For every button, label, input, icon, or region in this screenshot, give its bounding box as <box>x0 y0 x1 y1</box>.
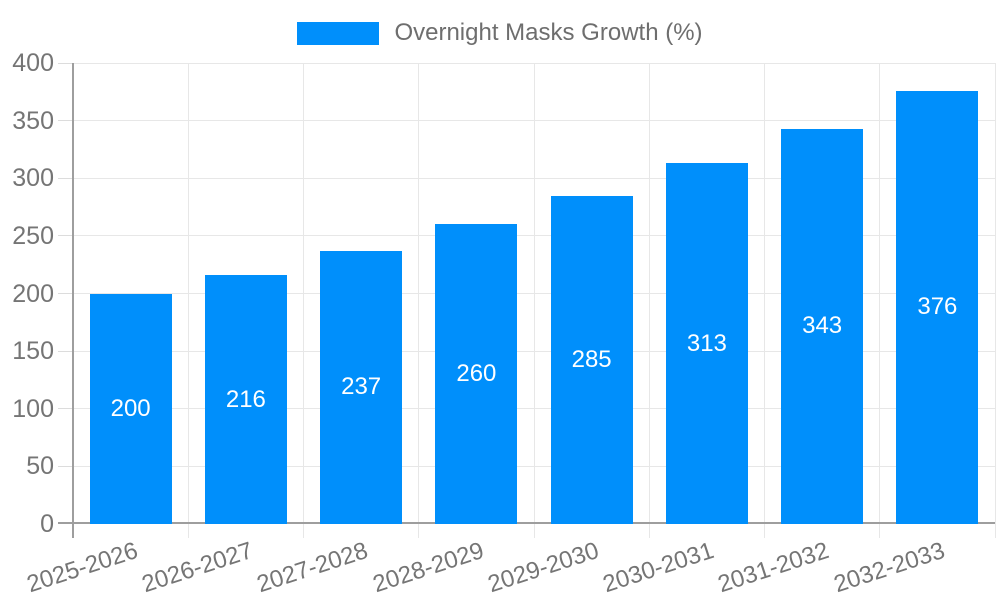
bar-2030-2031: 313 <box>665 163 748 524</box>
y-axis-tick-mark <box>58 62 73 64</box>
gridline-vertical <box>648 63 650 538</box>
x-axis-tick-label: 2032-2033 <box>830 537 948 599</box>
x-axis-tick-label: 2025-2026 <box>23 537 141 599</box>
bar-value-label: 285 <box>571 345 612 373</box>
y-axis-tick-label: 400 <box>12 49 54 77</box>
y-axis-tick-mark <box>58 408 73 410</box>
bar-2025-2026: 200 <box>89 293 172 524</box>
y-axis-tick-label: 100 <box>12 394 54 423</box>
y-axis-tick-label: 250 <box>12 221 54 250</box>
gridline-vertical <box>994 63 996 538</box>
y-axis-tick-label: 150 <box>12 337 54 366</box>
x-axis-tick-label: 2030-2031 <box>599 537 718 599</box>
y-axis-tick-mark <box>58 465 73 467</box>
legend-swatch-icon <box>297 21 380 45</box>
bar-value-label: 200 <box>110 394 151 422</box>
x-axis-tick-label: 2031-2032 <box>714 537 833 599</box>
y-axis-tick-mark <box>58 350 73 352</box>
chart-legend: Overnight Masks Growth (%) <box>0 19 1000 47</box>
y-axis-line <box>72 63 74 538</box>
x-axis-tick-label: 2026-2027 <box>138 537 257 599</box>
x-axis-tick-label: 2029-2030 <box>484 537 602 599</box>
gridline-vertical <box>187 63 189 538</box>
y-axis-tick-label: 0 <box>40 510 54 538</box>
bar-2028-2029: 260 <box>435 224 518 524</box>
x-axis-line <box>58 522 995 524</box>
bar-2032-2033: 376 <box>896 90 979 524</box>
gridline-vertical <box>764 63 765 538</box>
bar-2027-2028: 237 <box>320 250 403 524</box>
gridline-vertical <box>303 63 304 538</box>
y-axis-tick-label: 300 <box>12 164 54 193</box>
y-axis-tick-label: 50 <box>26 452 54 481</box>
y-axis-tick-mark <box>58 120 73 122</box>
gridline-vertical <box>879 63 881 538</box>
y-axis-tick-mark <box>58 293 73 294</box>
plot-area: 200 216 237 260 285 313 343 376 <box>58 62 996 538</box>
legend-label: Overnight Masks Growth (%) <box>394 19 703 46</box>
y-axis-tick-mark <box>58 235 73 237</box>
bar-value-label: 216 <box>225 385 266 413</box>
bar-2026-2027: 216 <box>204 275 287 524</box>
bar-value-label: 237 <box>341 373 382 401</box>
bar-value-label: 260 <box>456 360 497 388</box>
y-axis-tick-mark <box>58 177 73 179</box>
x-axis-tick-label: 2027-2028 <box>253 537 372 599</box>
legend-item[interactable]: Overnight Masks Growth (%) <box>297 19 703 47</box>
gridline-vertical <box>533 63 535 538</box>
y-axis-tick-label: 350 <box>12 106 54 135</box>
gridline-vertical <box>418 63 420 538</box>
y-axis-tick-label: 200 <box>12 279 54 308</box>
bar-2029-2030: 285 <box>550 195 633 524</box>
x-axis-tick-label: 2028-2029 <box>369 537 487 599</box>
bar-2031-2032: 343 <box>781 128 864 524</box>
bar-value-label: 343 <box>802 312 843 340</box>
bar-value-label: 376 <box>917 293 958 321</box>
bar-value-label: 313 <box>686 329 727 357</box>
